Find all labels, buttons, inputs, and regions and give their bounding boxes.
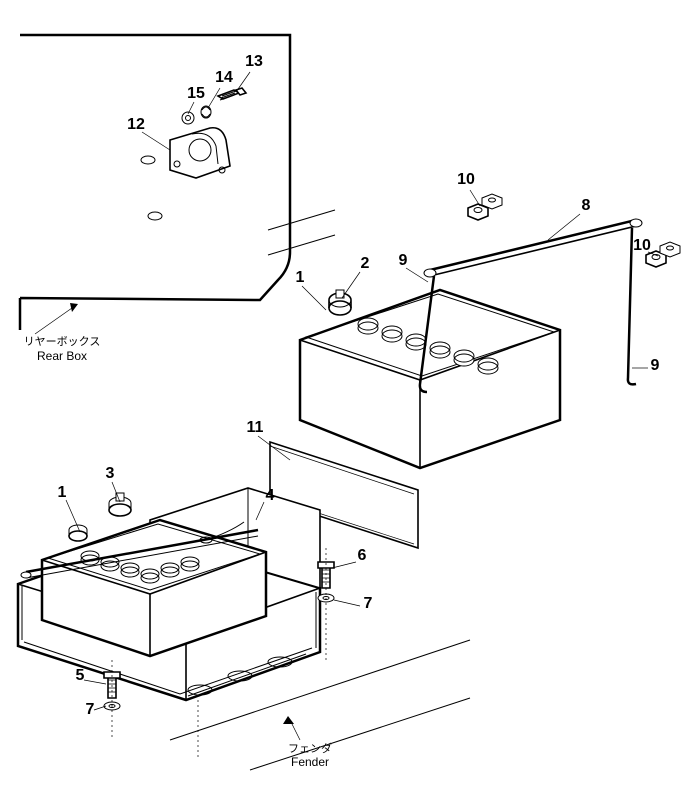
callout-10: 10 [633, 237, 651, 254]
callout-9: 9 [651, 357, 660, 374]
part-10-nut-left [468, 194, 502, 220]
callout-7: 7 [86, 701, 95, 718]
callout-1: 1 [58, 484, 67, 501]
callout-14: 14 [215, 69, 233, 86]
callout-9: 9 [399, 252, 408, 269]
fender-label-en: Fender [291, 755, 329, 769]
callout-12: 12 [127, 116, 145, 133]
part-8-bar [424, 219, 642, 277]
lower-tray-assembly [18, 488, 320, 700]
callout-3: 3 [106, 465, 115, 482]
callout-1: 1 [296, 269, 305, 286]
callout-15: 15 [187, 85, 205, 102]
callout-13: 13 [245, 53, 263, 70]
part-10-nut-right [646, 242, 680, 267]
upper-battery [300, 290, 560, 468]
part-13-bolt [218, 88, 246, 100]
callout-4: 4 [266, 487, 275, 504]
rear-box-panel [20, 35, 290, 334]
callout-10: 10 [457, 171, 475, 188]
part-12-bracket [170, 128, 230, 178]
callout-2: 2 [361, 255, 370, 272]
fender-label-jp: フェンダ [288, 741, 332, 755]
callout-7: 7 [364, 595, 373, 612]
part-14-spring-washer [201, 106, 211, 118]
rear-box-label-jp: リヤーボックス [24, 335, 101, 348]
callout-5: 5 [76, 667, 85, 684]
callout-8: 8 [582, 197, 591, 214]
part-3-terminal [109, 493, 131, 516]
callout-11: 11 [247, 419, 264, 436]
exploded-view-diagram: リヤーボックス Rear Box [0, 0, 694, 792]
rear-box-label-en: Rear Box [37, 349, 87, 363]
callout-6: 6 [358, 547, 367, 564]
